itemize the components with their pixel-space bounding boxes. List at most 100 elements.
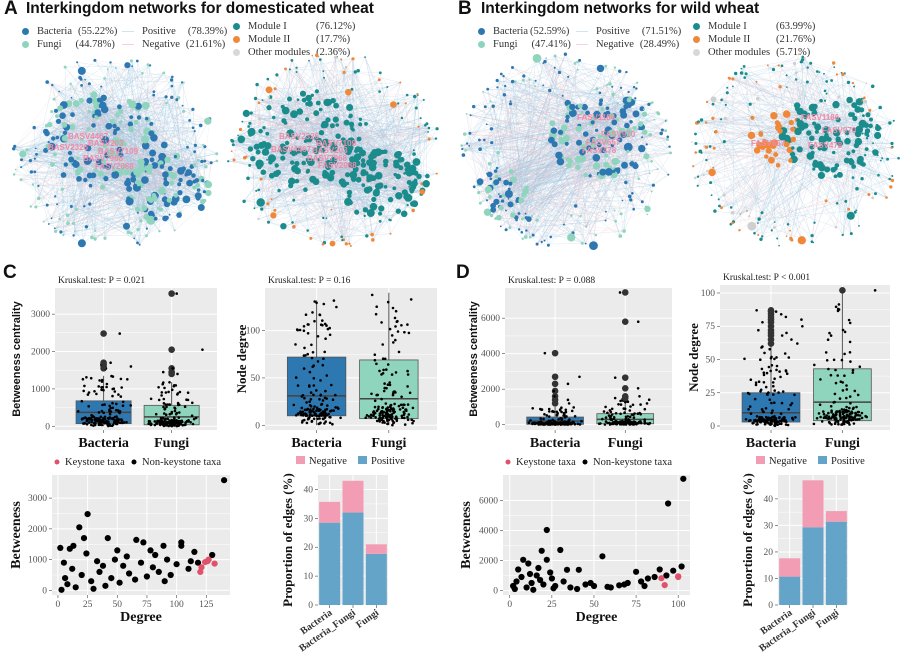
network-node [659,131,663,136]
network-node [708,168,716,177]
network-node [562,223,565,226]
jitter-point [365,414,369,417]
network-node [69,82,72,86]
network-node [504,190,513,198]
network-node [596,64,605,73]
non-keystone-point [88,578,95,585]
network-node [870,84,875,89]
network-node [534,79,537,82]
non-keystone-point [633,568,640,575]
network-node [317,144,322,149]
network-node [502,74,505,78]
network-node [47,148,49,151]
x-tick-label: 0 [507,600,512,610]
jitter-point [315,414,319,418]
jitter-point [856,393,860,397]
jitter-point [833,392,837,396]
network-node [275,73,279,77]
network-node [626,97,632,103]
jitter-point [770,411,773,415]
jitter-point [117,393,120,396]
network-node [613,209,616,212]
jitter-point [836,374,839,377]
non-keystone-point [133,536,140,544]
network-node [301,160,307,166]
network-node [354,209,360,215]
network-node [88,183,93,188]
jitter-point [784,370,788,373]
jitter-point [84,416,87,419]
kruskal-test-label: Kruskal.test: P = 0.088 [508,276,595,286]
non-keystone-point [641,582,648,590]
jitter-point [790,338,793,341]
network-node [353,70,357,74]
jitter-point [834,305,838,309]
jitter-point [181,424,184,427]
jitter-point [315,389,318,392]
jitter-point [542,417,545,421]
network-node [792,61,797,65]
network-node [34,205,38,209]
network-node [757,222,759,224]
network-node [170,198,178,206]
jitter-point [375,305,379,309]
network-node [600,147,606,154]
network-node [608,129,616,138]
network-node [164,156,171,163]
network-node [191,173,196,178]
jitter-point [110,424,114,428]
network-node [785,74,788,77]
jitter-point [309,391,313,394]
network-node [758,131,764,136]
jitter-point [858,417,861,421]
network-node [669,151,672,155]
network-node [889,185,893,189]
jitter-point [822,410,825,413]
jitter-point [373,358,377,362]
jitter-point [844,416,848,420]
network-node [166,197,172,203]
network-node [61,135,68,142]
y-tick-label: 40 [764,495,774,505]
jitter-point [95,392,98,396]
jitter-point [786,423,790,427]
non-keystone-point [560,578,567,585]
network-node [323,76,325,79]
jitter-point [787,356,791,359]
network-node [809,154,813,159]
network-node [70,96,73,99]
jitter-point [623,407,627,411]
network-node [483,208,492,216]
jitter-point [563,422,567,426]
jitter-point [191,422,195,426]
network-node [863,122,869,128]
jitter-point [794,416,797,419]
legend-pct: (76.12%) [316,21,356,32]
network-node [875,124,879,128]
x-category-label: Bacteria [530,436,581,451]
network-node [770,112,778,120]
network-node [623,103,629,110]
legend-label: Module I [708,21,747,32]
network-node [369,202,378,211]
network-node [87,109,91,113]
network-node [427,126,431,130]
network-node [759,237,763,241]
jitter-point [312,393,315,397]
network-node [90,91,98,99]
network-node [806,112,810,117]
jitter-point [101,403,104,407]
network-node [620,131,627,138]
panel-b-title: Interkingdom networks for wild wheat [481,0,760,17]
network-node [615,159,620,164]
jitter-point [770,355,773,359]
network-node [257,117,262,121]
network-node [851,164,856,169]
jitter-point [312,417,316,421]
network-node [625,70,628,74]
jitter-point [394,371,398,374]
jitter-point [80,399,84,403]
jitter-point [171,367,174,370]
jitter-point [299,410,302,414]
network-node [624,122,630,129]
